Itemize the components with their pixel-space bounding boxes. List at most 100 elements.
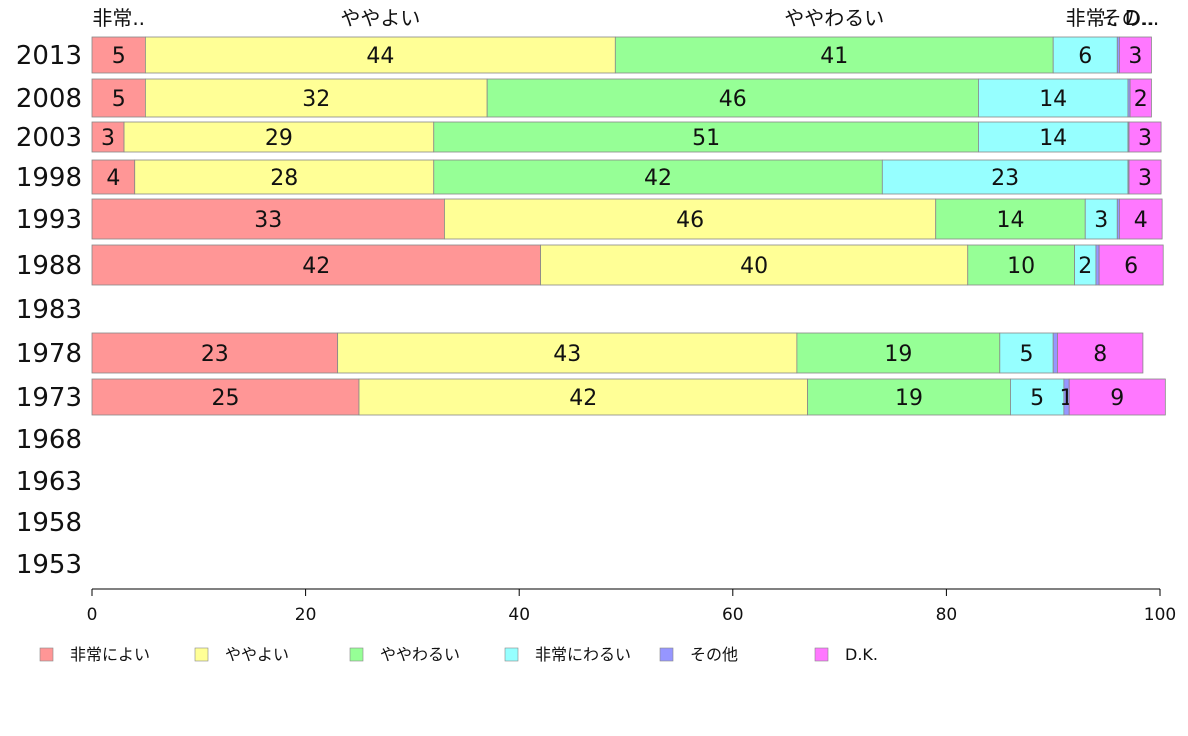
legend-label-4: その他 bbox=[690, 645, 738, 664]
legend-swatch-4 bbox=[659, 647, 674, 662]
data-label-1988-5: 6 bbox=[1124, 254, 1138, 279]
data-label-2008-5: 2 bbox=[1134, 87, 1148, 112]
data-label-2003-0: 3 bbox=[101, 126, 115, 151]
legend-swatch-5 bbox=[814, 647, 829, 662]
data-label-1998-2: 42 bbox=[644, 166, 672, 191]
bar-segment-1998-0 bbox=[91, 159, 136, 195]
x-tick-label-100: 100 bbox=[1144, 605, 1176, 625]
legend: 非常によい ややよい ややわるい 非常にわるい その他 D.K. bbox=[39, 645, 878, 664]
data-label-2013-2: 41 bbox=[820, 44, 848, 69]
y-tick-label-1953: 1953 bbox=[16, 550, 82, 580]
y-tick-label-1993: 1993 bbox=[16, 205, 82, 235]
bar-segment-1973-2 bbox=[807, 378, 1011, 416]
data-label-1998-5: 3 bbox=[1138, 166, 1152, 191]
y-tick-label-1998: 1998 bbox=[16, 163, 82, 193]
bar-segment-1978-5 bbox=[1057, 332, 1144, 374]
x-tick-label-20: 20 bbox=[295, 605, 317, 625]
bar-segment-1998-2 bbox=[433, 159, 883, 195]
bar-segment-1973-3 bbox=[1010, 378, 1065, 416]
y-axis-labels: 2013 2008 2003 1998 1993 1988 1983 1978 1973 1968… bbox=[16, 41, 82, 580]
y-tick-label-2003: 2003 bbox=[16, 123, 82, 153]
data-label-2013-5: 3 bbox=[1128, 44, 1142, 69]
y-tick-label-1978: 1978 bbox=[16, 339, 82, 369]
data-label-1973-0: 25 bbox=[212, 386, 240, 411]
data-label-1978-3: 5 bbox=[1020, 342, 1034, 367]
data-label-1988-0: 42 bbox=[302, 254, 330, 279]
bar-segment-2008-2 bbox=[486, 78, 979, 118]
data-label-2013-1: 44 bbox=[366, 44, 394, 69]
data-label-2003-5: 3 bbox=[1138, 126, 1152, 151]
top-series-label-1: ややよい bbox=[340, 6, 420, 30]
legend-swatch-3 bbox=[504, 647, 519, 662]
bar-segment-1993-2 bbox=[935, 198, 1086, 240]
data-label-1998-1: 28 bbox=[270, 166, 298, 191]
legend-swatch-1 bbox=[194, 647, 209, 662]
y-tick-label-1958: 1958 bbox=[16, 508, 82, 538]
data-label-1988-1: 40 bbox=[740, 254, 768, 279]
bar-segment-2013-0 bbox=[91, 36, 146, 74]
bar-segment-1998-1 bbox=[134, 159, 435, 195]
bar-segment-2003-1 bbox=[123, 121, 435, 153]
data-label-1993-0: 33 bbox=[254, 208, 282, 233]
top-series-label-2: ややわるい bbox=[784, 6, 884, 30]
bar-segment-1993-5 bbox=[1119, 198, 1163, 240]
bar-segment-1988-5 bbox=[1098, 244, 1164, 286]
bar-segment-2013-1 bbox=[144, 36, 616, 74]
y-tick-label-1973: 1973 bbox=[16, 383, 82, 413]
y-tick-label-2008: 2008 bbox=[16, 84, 82, 114]
data-label-2008-1: 32 bbox=[302, 87, 330, 112]
data-label-1973-3: 5 bbox=[1030, 386, 1044, 411]
y-tick-label-1988: 1988 bbox=[16, 251, 82, 281]
bar-segment-1988-0 bbox=[91, 244, 541, 286]
bar-segment-2003-0 bbox=[91, 121, 125, 153]
data-label-1973-1: 42 bbox=[569, 386, 597, 411]
legend-label-2: ややわるい bbox=[380, 645, 460, 664]
data-label-2013-3: 6 bbox=[1078, 44, 1092, 69]
bars-layer: 5 44 41 6 35 32 46 14 23 29 51 14 34 28 42 23 333 46 14 3 44… bbox=[91, 36, 1166, 416]
bar-segment-1978-0 bbox=[91, 332, 339, 374]
bar-segment-1998-5 bbox=[1128, 159, 1162, 195]
data-label-2003-3: 14 bbox=[1039, 126, 1067, 151]
data-label-2003-2: 51 bbox=[692, 126, 720, 151]
x-tick-label-80: 80 bbox=[936, 605, 958, 625]
legend-label-3: 非常にわるい bbox=[535, 645, 631, 664]
legend-swatch-0 bbox=[39, 647, 54, 662]
bar-segment-2003-2 bbox=[433, 121, 979, 153]
bar-segment-1998-3 bbox=[881, 159, 1129, 195]
top-series-label-5: D... bbox=[1125, 6, 1159, 30]
x-tick-label-0: 0 bbox=[87, 605, 98, 625]
data-label-1993-1: 46 bbox=[676, 208, 704, 233]
top-series-labels: 非常.. ややよい ややわるい 非常..その..D... bbox=[92, 6, 1159, 30]
data-label-1998-3: 23 bbox=[991, 166, 1019, 191]
data-label-1998-0: 4 bbox=[106, 166, 120, 191]
bar-segment-1993-0 bbox=[91, 198, 445, 240]
bar-segment-2003-5 bbox=[1128, 121, 1162, 153]
data-label-1993-5: 4 bbox=[1134, 208, 1148, 233]
bar-segment-2008-5 bbox=[1129, 78, 1152, 118]
top-series-label-3: 非常.. bbox=[1066, 6, 1119, 30]
bar-segment-1978-3 bbox=[999, 332, 1054, 374]
bar-segment-2003-3 bbox=[978, 121, 1129, 153]
bar-segment-2008-1 bbox=[144, 78, 488, 118]
y-tick-label-1963: 1963 bbox=[16, 467, 82, 497]
bar-segment-2013-5 bbox=[1119, 36, 1152, 74]
data-label-1978-0: 23 bbox=[201, 342, 229, 367]
data-label-1988-3: 2 bbox=[1078, 254, 1092, 279]
legend-label-0: 非常によい bbox=[70, 645, 150, 664]
bar-segment-1988-2 bbox=[967, 244, 1075, 286]
data-label-1973-2: 19 bbox=[895, 386, 923, 411]
data-label-1993-2: 14 bbox=[996, 208, 1024, 233]
bar-segment-1978-4 bbox=[1052, 332, 1058, 374]
bar-segment-2008-0 bbox=[91, 78, 146, 118]
y-tick-label-1968: 1968 bbox=[16, 425, 82, 455]
bar-segment-1973-0 bbox=[91, 378, 360, 416]
data-label-1978-1: 43 bbox=[553, 342, 581, 367]
legend-swatch-2 bbox=[349, 647, 364, 662]
top-series-label-0: 非常.. bbox=[92, 6, 145, 30]
y-tick-label-1983: 1983 bbox=[16, 295, 82, 325]
data-label-1978-5: 8 bbox=[1093, 342, 1107, 367]
data-label-1973-5: 9 bbox=[1110, 386, 1124, 411]
legend-label-5: D.K. bbox=[845, 645, 878, 664]
bar-segment-1973-5 bbox=[1068, 378, 1166, 416]
